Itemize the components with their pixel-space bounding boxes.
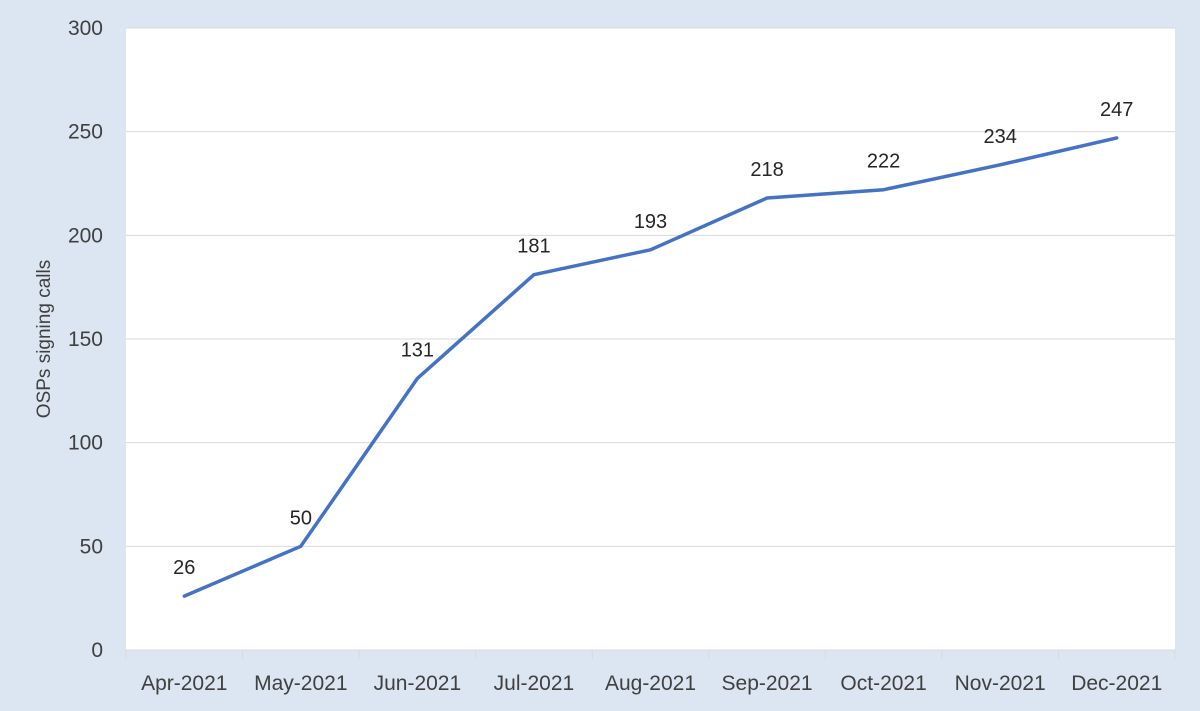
y-axis-title: OSPs signing calls xyxy=(34,260,55,418)
x-tick-label-nov-2021: Nov-2021 xyxy=(955,672,1046,695)
y-tick-label-0: 0 xyxy=(91,639,103,662)
x-axis-ticks: Apr-2021 May-2021 Jun-2021 Jul-2021 Aug-2021… xyxy=(125,650,1176,695)
data-label-oct-2021: 222 xyxy=(867,151,900,173)
y-axis-ticks: 0 50 100 150 200 250 300 xyxy=(68,17,103,662)
data-label-aug-2021: 193 xyxy=(634,211,667,233)
series-line xyxy=(182,136,1119,598)
data-label-may-2021: 50 xyxy=(290,507,312,529)
y-tick-label-100: 100 xyxy=(68,432,103,455)
data-labels: 26 50 131 181 193 218 222 234 247 xyxy=(173,99,1133,579)
data-label-jun-2021: 131 xyxy=(401,339,434,361)
data-label-nov-2021: 234 xyxy=(983,126,1016,148)
x-tick-label-apr-2021: Apr-2021 xyxy=(141,672,227,695)
data-label-dec-2021: 247 xyxy=(1100,99,1133,121)
y-tick-label-250: 250 xyxy=(68,121,103,144)
data-label-jul-2021: 181 xyxy=(517,236,550,258)
data-label-sep-2021: 218 xyxy=(750,159,783,181)
x-tick-label-jun-2021: Jun-2021 xyxy=(374,672,462,695)
y-tick-label-200: 200 xyxy=(68,224,103,247)
x-tick-label-dec-2021: Dec-2021 xyxy=(1071,672,1162,695)
data-label-apr-2021: 26 xyxy=(173,557,195,579)
x-tick-label-jul-2021: Jul-2021 xyxy=(494,672,575,695)
y-tick-label-150: 150 xyxy=(68,328,103,351)
x-tick-label-aug-2021: Aug-2021 xyxy=(605,672,696,695)
x-tick-label-may-2021: May-2021 xyxy=(254,672,347,695)
x-tick-label-oct-2021: Oct-2021 xyxy=(840,672,926,695)
y-tick-label-50: 50 xyxy=(80,535,103,558)
y-tick-label-300: 300 xyxy=(68,17,103,40)
x-tick-label-sep-2021: Sep-2021 xyxy=(722,672,813,695)
